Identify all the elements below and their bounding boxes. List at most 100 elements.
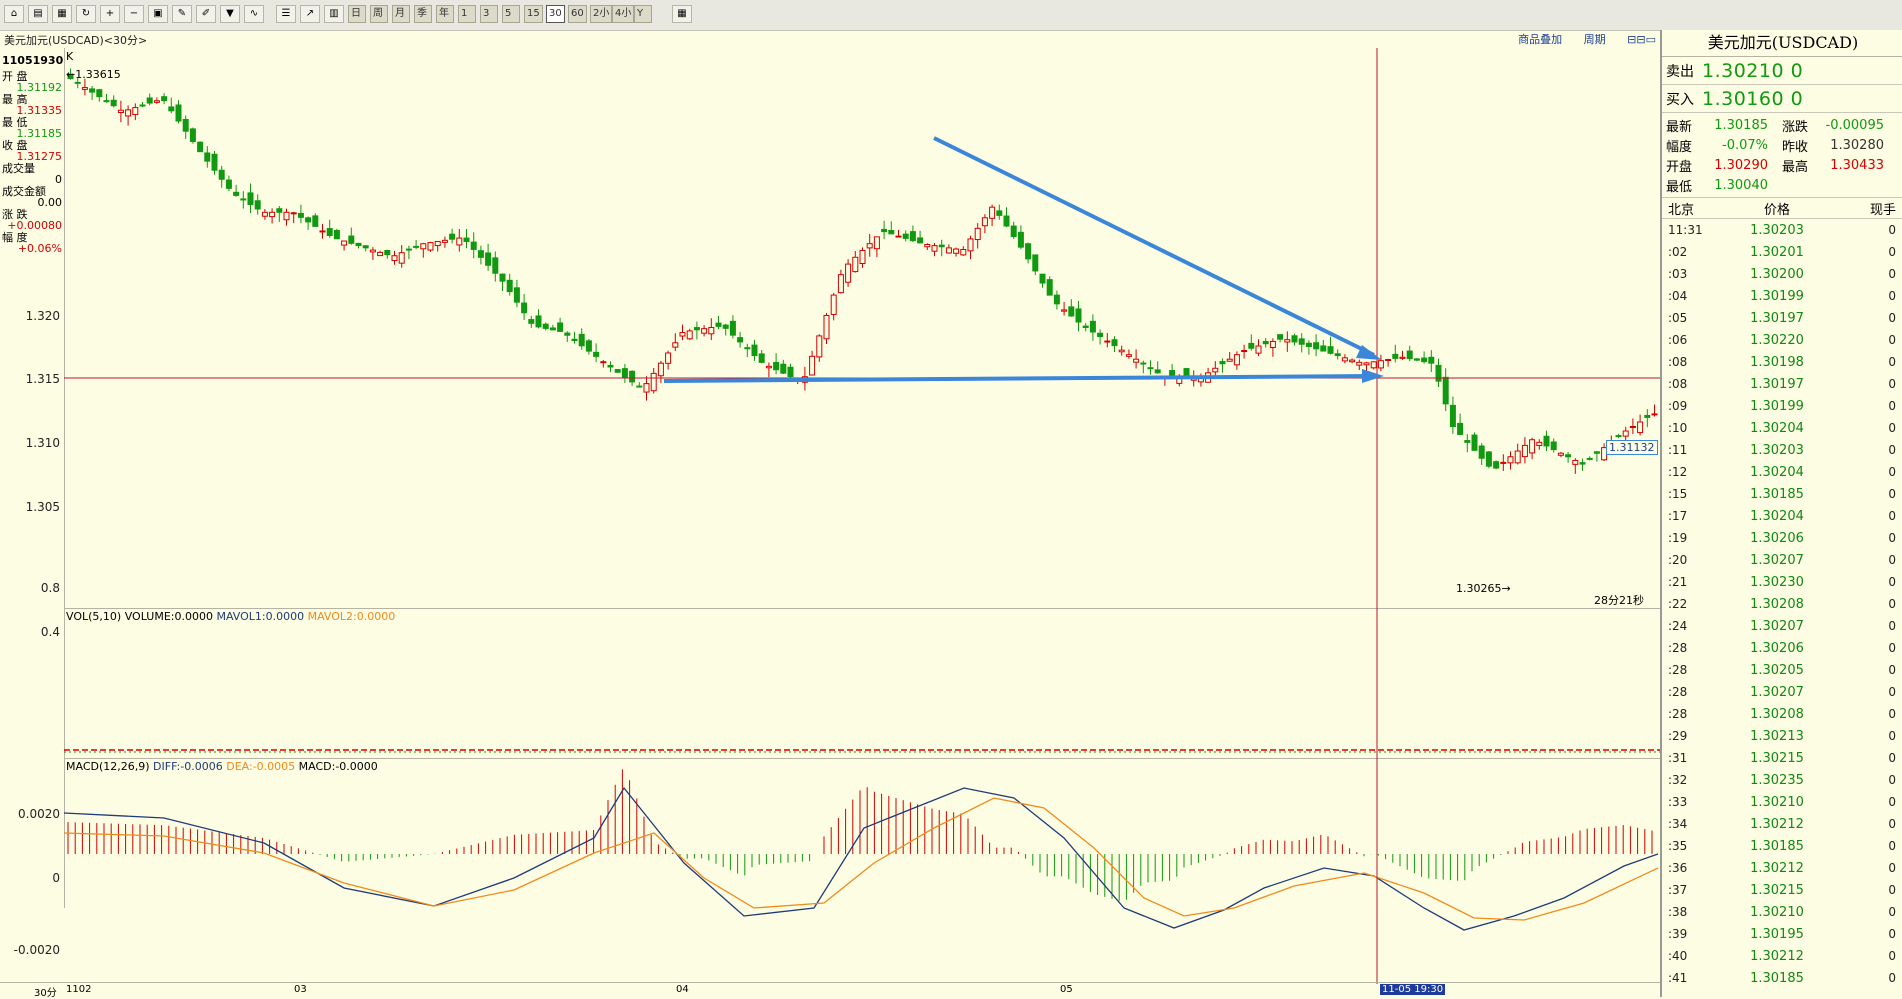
period-button-4[interactable]: 年 (436, 5, 454, 23)
period-button-3[interactable]: 季 (414, 5, 432, 23)
candle-body (110, 99, 117, 107)
candle-body (650, 372, 657, 392)
candle-body (456, 237, 463, 246)
tick-row: :03 1.30200 0 (1662, 263, 1902, 285)
tick-time: :04 (1668, 289, 1688, 303)
candle-body (564, 332, 571, 336)
tick-time: :36 (1668, 861, 1688, 875)
filter-icon[interactable]: ▼ (220, 5, 240, 23)
candle-body (290, 212, 297, 215)
period-button-2[interactable]: 月 (392, 5, 410, 23)
candle-body (1363, 362, 1370, 366)
zoom-in-icon[interactable]: + (100, 5, 120, 23)
candle-body (1449, 404, 1456, 428)
candle-body (261, 211, 268, 217)
period-button-7[interactable]: 5 (502, 5, 520, 23)
tick-time: :28 (1668, 663, 1688, 677)
trend-icon[interactable]: ↗ (300, 5, 320, 23)
candle-body (1392, 353, 1399, 359)
window-icon[interactable]: ▣ (148, 5, 168, 23)
cursor-time: 11-05 19:30 (1380, 984, 1446, 995)
candle-body (593, 351, 600, 357)
tick-volume: 0 (1888, 531, 1896, 545)
tick-volume: 0 (1888, 685, 1896, 699)
candle-body (866, 243, 873, 249)
macd-panel[interactable]: MACD(12,26,9) DIFF:-0.0006 DEA:-0.0005 M… (64, 758, 1660, 984)
k-label: K (66, 50, 74, 63)
calendar-icon[interactable]: ▦ (672, 5, 692, 23)
candle-body (780, 363, 787, 374)
table-icon[interactable]: ☰ (276, 5, 296, 23)
draw-tool-icon[interactable]: ✐ (196, 5, 216, 23)
candle-body (528, 319, 535, 324)
candle-body (1046, 279, 1053, 296)
ticks-list[interactable]: 11:31 1.30203 0:02 1.30201 0:03 1.30200 0:04 1.… (1662, 219, 1902, 989)
candle-body (1622, 430, 1629, 437)
candle-body (117, 109, 124, 114)
window-controls-icon[interactable]: ⊟⊟▭ (1627, 33, 1656, 46)
tick-volume: 0 (1888, 905, 1896, 919)
tick-time: :29 (1668, 729, 1688, 743)
indicator-icon[interactable]: ∿ (244, 5, 264, 23)
candle-body (420, 243, 427, 250)
tick-volume: 0 (1888, 575, 1896, 589)
candle-body (1097, 332, 1104, 338)
candle-body (305, 217, 312, 223)
candle-body (1644, 414, 1651, 418)
period-button-6[interactable]: 3 (480, 5, 498, 23)
tick-price: 1.30203 (1750, 442, 1804, 458)
tick-row: :31 1.30215 0 (1662, 747, 1902, 769)
period-button-8[interactable]: 15 (524, 5, 543, 23)
candle-body (1061, 309, 1068, 312)
period-button-1[interactable]: 周 (370, 5, 388, 23)
candle-body (837, 274, 844, 294)
tick-row: :19 1.30206 0 (1662, 527, 1902, 549)
home-icon[interactable]: ⌂ (4, 5, 24, 23)
period-label: 30分 (34, 988, 57, 999)
candle-body (1233, 354, 1240, 366)
period-link[interactable]: 周期 (1583, 33, 1606, 46)
stat-value: 1.30290 (1714, 157, 1768, 173)
macd-axis-2: 0 (52, 871, 60, 885)
period-button-9[interactable]: 30 (546, 5, 565, 23)
candle-body (477, 250, 484, 258)
sell-value: 1.30210 0 (1702, 59, 1804, 82)
folder-icon[interactable]: ▤ (28, 5, 48, 23)
period-button-11[interactable]: 2小 (590, 5, 613, 23)
tick-row: :10 1.30204 0 (1662, 417, 1902, 439)
tick-volume: 0 (1888, 267, 1896, 281)
toolbar: ⌂ ▤ ▦ ↻ + − ▣ ✎ ✐ ▼ ∿ ☰ ↗ ▥ 日周月季年 1 3 5 15 30… (0, 0, 1902, 31)
period-button-5[interactable]: 1 (458, 5, 476, 23)
tick-price: 1.30230 (1750, 574, 1804, 590)
overlay-link[interactable]: 商品叠加 (1518, 33, 1563, 46)
candle-body (665, 352, 672, 364)
tick-row: :12 1.30204 0 (1662, 461, 1902, 483)
volume-panel[interactable]: VOL(5,10) VOLUME:0.0000 MAVOL1:0.0000 MA… (64, 608, 1660, 759)
period-button-0[interactable]: 日 (348, 5, 366, 23)
candle-body (787, 366, 794, 378)
tick-time: :41 (1668, 971, 1688, 985)
macd-value: MACD:-0.0000 (298, 760, 378, 773)
candle-body (1032, 254, 1039, 272)
period-button-12[interactable]: 4小 (612, 5, 635, 23)
tick-icon[interactable]: ▥ (324, 5, 344, 23)
draw-pen-icon[interactable]: ✎ (172, 5, 192, 23)
tick-time: :21 (1668, 575, 1688, 589)
period-button-10[interactable]: 60 (568, 5, 587, 23)
candle-body (1269, 340, 1276, 349)
price-chart[interactable]: K ←1.33615 1.30265→ 1.31132 28分21秒 (64, 48, 1660, 609)
zoom-out-icon[interactable]: − (124, 5, 144, 23)
candle-body (125, 109, 132, 117)
candle-body (1521, 444, 1528, 458)
candle-body (1478, 445, 1485, 459)
candle-body (1118, 349, 1125, 353)
candle-body (1104, 340, 1111, 343)
tick-time: :40 (1668, 949, 1688, 963)
candle-body (578, 333, 585, 347)
candle-body (960, 249, 967, 256)
tick-volume: 0 (1888, 927, 1896, 941)
refresh-icon[interactable]: ↻ (76, 5, 96, 23)
period-button-13[interactable]: Y (634, 5, 652, 23)
candle-body (657, 362, 664, 377)
chart-type-icon[interactable]: ▦ (52, 5, 72, 23)
